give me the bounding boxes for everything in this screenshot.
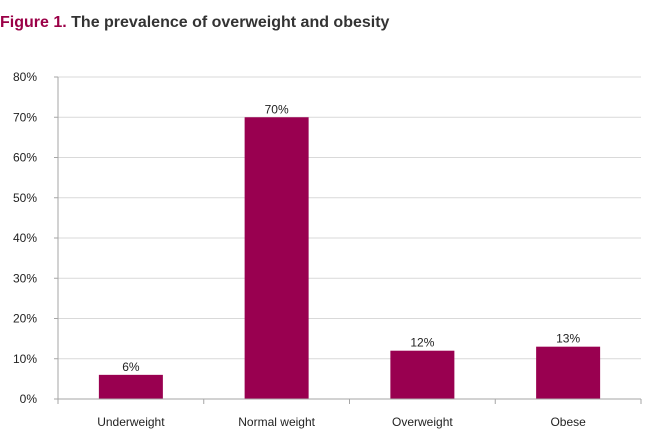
data-label: 6% — [122, 360, 140, 374]
bars — [98, 117, 601, 399]
y-tick-label: 40% — [13, 231, 37, 245]
y-tick-label: 10% — [13, 352, 37, 366]
figure-number: Figure 1. — [0, 14, 67, 31]
bar — [244, 117, 309, 399]
y-tick-label: 70% — [13, 110, 37, 124]
bar — [536, 346, 601, 399]
gridlines — [58, 76, 641, 360]
y-tick-label: 80% — [13, 70, 37, 84]
data-label: 13% — [556, 332, 580, 346]
labels: 0% 10% 20% 30% 40% 50% 60% 70% 80% 6% Underweight 7… — [13, 70, 586, 429]
x-tick-label: Obese — [550, 415, 586, 429]
y-tick-label: 0% — [20, 392, 38, 406]
bar — [390, 350, 455, 399]
y-tick-label: 20% — [13, 312, 37, 326]
axes — [54, 76, 642, 404]
x-tick-label: Normal weight — [238, 415, 315, 429]
y-tick-label: 30% — [13, 271, 37, 285]
y-tick-label: 50% — [13, 191, 37, 205]
x-tick-label: Underweight — [97, 415, 165, 429]
chart-title: Figure 1. The prevalence of overweight a… — [0, 12, 659, 36]
data-label: 70% — [265, 102, 289, 116]
y-tick-label: 60% — [13, 151, 37, 165]
x-tick-label: Overweight — [392, 415, 453, 429]
data-label: 12% — [410, 336, 434, 350]
chart-title-text: The prevalence of overweight and obesity — [71, 14, 390, 31]
bar — [98, 374, 163, 399]
